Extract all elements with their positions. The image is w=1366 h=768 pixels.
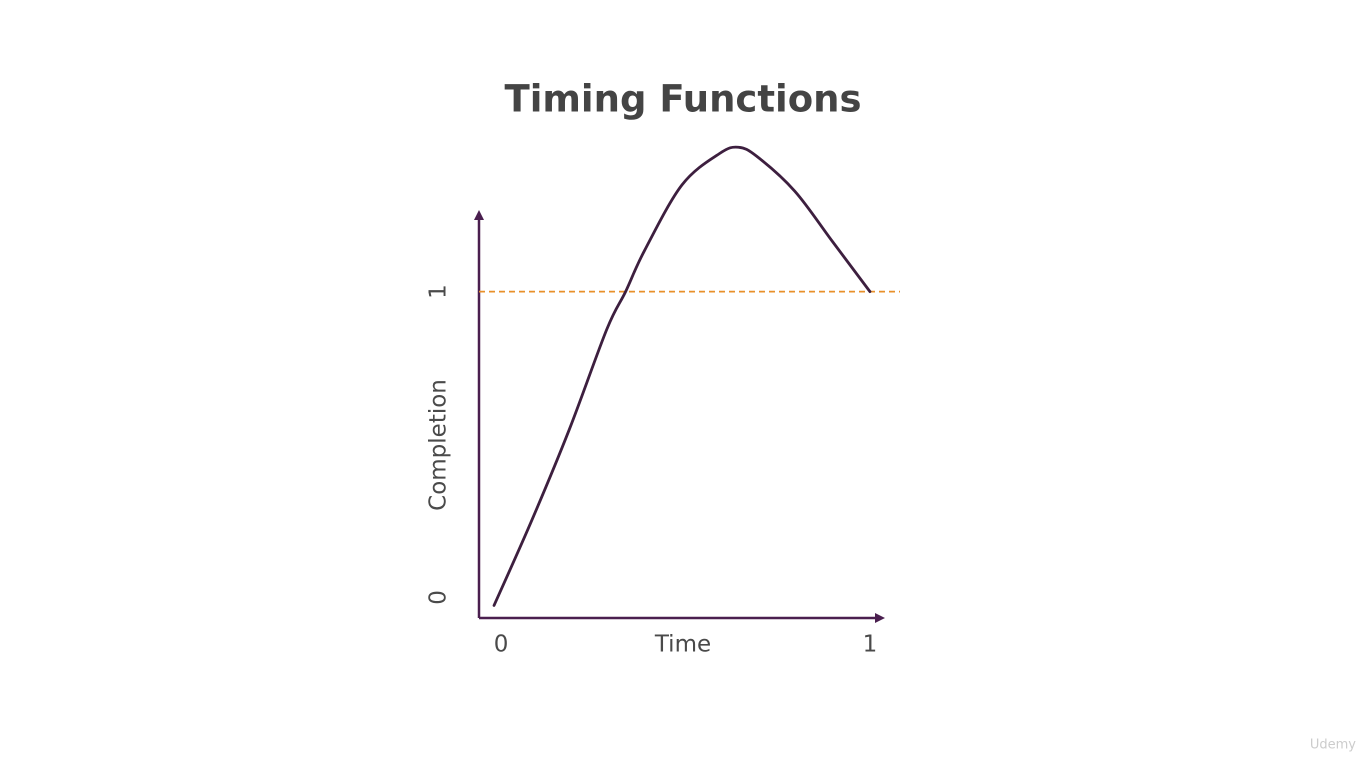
x-axis-label: Time [654, 632, 711, 658]
x-tick-label: 1 [863, 632, 878, 658]
y-axis-arrow [474, 210, 484, 220]
x-tick-label: 0 [494, 632, 509, 658]
curve [492, 145, 872, 607]
chart-title: Timing Functions [504, 78, 861, 121]
watermark: Udemy [1310, 738, 1356, 753]
y-tick-label: 1 [426, 284, 452, 299]
x-axis-arrow [875, 613, 885, 623]
y-tick-label: 0 [426, 590, 452, 605]
y-axis-label: Completion [426, 379, 452, 511]
